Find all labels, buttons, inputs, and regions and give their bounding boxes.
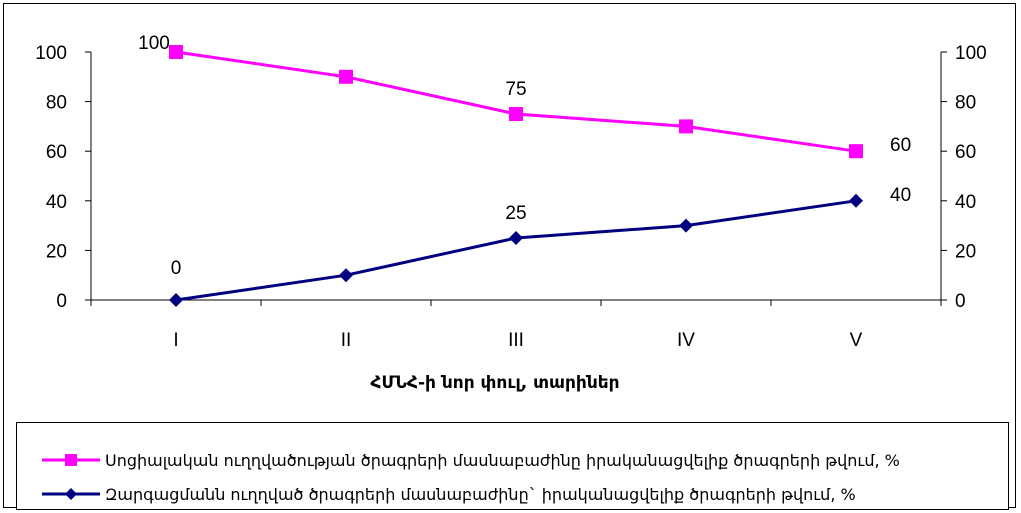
legend-swatch-magenta (42, 454, 100, 466)
legend-label-development: Զարգացմանն ուղղված ծրագրերի մասնաբաժինը`… (105, 485, 856, 504)
data-label: 0 (171, 258, 182, 279)
series-point-1 (169, 293, 183, 307)
y-tick-label-right: 40 (955, 192, 976, 213)
y-tick-label-left: 80 (46, 93, 67, 114)
y-tick-label-right: 80 (955, 93, 976, 114)
x-tick-label: III (508, 330, 524, 351)
data-label: 25 (505, 203, 526, 224)
series-line-0 (175, 50, 857, 153)
y-tick-label-left: 60 (46, 142, 67, 163)
x-tick-label: II (341, 330, 352, 351)
legend: Սոցիալական ուղղվածության ծրագրերի մասնաբ… (16, 422, 1009, 510)
y-tick-label-left: 40 (46, 192, 67, 213)
legend-swatch-navy (42, 488, 100, 500)
y-tick-label-left: 0 (56, 291, 67, 312)
series-point-0 (339, 69, 353, 84)
series-point-0 (169, 45, 183, 59)
series-point-0 (849, 144, 863, 159)
series-point-0 (679, 119, 693, 134)
x-tick-label: I (173, 330, 178, 351)
series-group (169, 45, 863, 307)
legend-item-social: Սոցիալական ուղղվածության ծրագրերի մասնաբ… (17, 445, 1008, 475)
series-point-1 (339, 268, 353, 283)
series-point-0 (509, 107, 523, 121)
legend-item-development: Զարգացմանն ուղղված ծրագրերի մասնաբաժինը`… (17, 479, 1008, 509)
data-label: 40 (890, 185, 911, 206)
data-label: 100 (138, 33, 170, 54)
series-point-1 (849, 193, 863, 208)
data-labels-group: 100 75 60 0 25 40 (138, 33, 911, 279)
y-tick-label-right: 60 (955, 142, 976, 163)
data-label: 75 (505, 79, 526, 100)
series-point-1 (679, 218, 693, 233)
y-tick-label-right: 0 (955, 291, 966, 312)
x-axis-title: ՀՄՆՀ-ի նոր փուլ, տարիներ (370, 373, 619, 393)
data-label: 60 (890, 135, 911, 156)
y-tick-label-left: 100 (35, 43, 67, 64)
y-tick-label-left: 20 (46, 241, 67, 262)
y-tick-label-right: 100 (955, 43, 987, 64)
series-point-1 (509, 231, 523, 245)
y-tick-label-right: 20 (955, 241, 976, 262)
x-tick-label: IV (677, 330, 695, 351)
x-tick-label: V (850, 330, 863, 351)
legend-label-social: Սոցիալական ուղղվածության ծրագրերի մասնաբ… (105, 451, 900, 470)
